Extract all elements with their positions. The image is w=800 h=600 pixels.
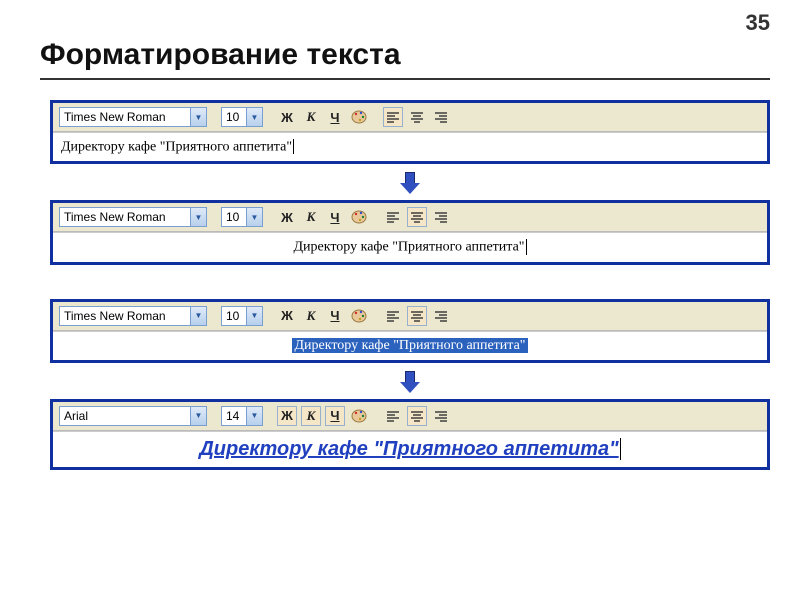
format-panel: Times New Roman ▼ 10 ▼ Ж К Ч Директору к… (50, 299, 770, 363)
align-center-button[interactable] (407, 406, 427, 426)
align-right-button[interactable] (431, 306, 451, 326)
font-color-icon[interactable] (349, 306, 369, 326)
panels-container: Times New Roman ▼ 10 ▼ Ж К Ч Директору к… (50, 100, 770, 480)
text-editor-line[interactable]: Директору кафе "Приятного аппетита" (53, 232, 767, 261)
chevron-down-icon[interactable]: ▼ (246, 208, 262, 226)
size-dropdown[interactable]: 10 ▼ (221, 107, 263, 127)
chevron-down-icon[interactable]: ▼ (246, 108, 262, 126)
chevron-down-icon[interactable]: ▼ (246, 307, 262, 325)
page-number: 35 (746, 10, 770, 36)
size-dropdown-value: 10 (222, 308, 246, 324)
italic-button[interactable]: К (301, 107, 321, 127)
text-editor-line[interactable]: Директору кафе "Приятного аппетита" (53, 132, 767, 161)
italic-button[interactable]: К (301, 306, 321, 326)
font-dropdown[interactable]: Times New Roman ▼ (59, 207, 207, 227)
align-right-button[interactable] (431, 207, 451, 227)
text-editor-line[interactable]: Директору кафе "Приятного аппетита" (53, 431, 767, 467)
font-dropdown[interactable]: Times New Roman ▼ (59, 107, 207, 127)
arrow-down-icon (401, 172, 419, 194)
chevron-down-icon[interactable]: ▼ (190, 307, 206, 325)
bold-button[interactable]: Ж (277, 406, 297, 426)
size-dropdown-value: 10 (222, 109, 246, 125)
size-dropdown[interactable]: 10 ▼ (221, 207, 263, 227)
toolbar: Times New Roman ▼ 10 ▼ Ж К Ч (53, 103, 767, 132)
font-dropdown[interactable]: Times New Roman ▼ (59, 306, 207, 326)
size-dropdown-value: 10 (222, 209, 246, 225)
chevron-down-icon[interactable]: ▼ (190, 108, 206, 126)
align-center-button[interactable] (407, 107, 427, 127)
align-center-button[interactable] (407, 306, 427, 326)
spacer (50, 275, 770, 299)
toolbar: Arial ▼ 14 ▼ Ж К Ч (53, 402, 767, 431)
underline-button[interactable]: Ч (325, 406, 345, 426)
bold-button[interactable]: Ж (277, 207, 297, 227)
align-center-button[interactable] (407, 207, 427, 227)
format-panel: Times New Roman ▼ 10 ▼ Ж К Ч Директору к… (50, 200, 770, 264)
bold-button[interactable]: Ж (277, 107, 297, 127)
align-left-button[interactable] (383, 207, 403, 227)
font-dropdown-value: Times New Roman (60, 209, 190, 225)
align-left-button[interactable] (383, 406, 403, 426)
font-color-icon[interactable] (349, 107, 369, 127)
chevron-down-icon[interactable]: ▼ (190, 407, 206, 425)
align-left-button[interactable] (383, 107, 403, 127)
italic-button[interactable]: К (301, 207, 321, 227)
align-right-button[interactable] (431, 107, 451, 127)
font-dropdown[interactable]: Arial ▼ (59, 406, 207, 426)
bold-button[interactable]: Ж (277, 306, 297, 326)
page-title: Форматирование текста (40, 38, 770, 80)
font-dropdown-value: Arial (60, 408, 190, 424)
font-dropdown-value: Times New Roman (60, 308, 190, 324)
format-panel: Times New Roman ▼ 10 ▼ Ж К Ч Директору к… (50, 100, 770, 164)
size-dropdown[interactable]: 10 ▼ (221, 306, 263, 326)
italic-button[interactable]: К (301, 406, 321, 426)
underline-button[interactable]: Ч (325, 207, 345, 227)
toolbar: Times New Roman ▼ 10 ▼ Ж К Ч (53, 302, 767, 331)
underline-button[interactable]: Ч (325, 107, 345, 127)
size-dropdown-value: 14 (222, 408, 246, 424)
arrow-down-icon (401, 371, 419, 393)
align-left-button[interactable] (383, 306, 403, 326)
font-color-icon[interactable] (349, 207, 369, 227)
text-editor-line[interactable]: Директору кафе "Приятного аппетита" (53, 331, 767, 360)
chevron-down-icon[interactable]: ▼ (190, 208, 206, 226)
size-dropdown[interactable]: 14 ▼ (221, 406, 263, 426)
align-right-button[interactable] (431, 406, 451, 426)
font-dropdown-value: Times New Roman (60, 109, 190, 125)
font-color-icon[interactable] (349, 406, 369, 426)
format-panel: Arial ▼ 14 ▼ Ж К Ч Директору кафе "Прият… (50, 399, 770, 470)
underline-button[interactable]: Ч (325, 306, 345, 326)
toolbar: Times New Roman ▼ 10 ▼ Ж К Ч (53, 203, 767, 232)
chevron-down-icon[interactable]: ▼ (246, 407, 262, 425)
